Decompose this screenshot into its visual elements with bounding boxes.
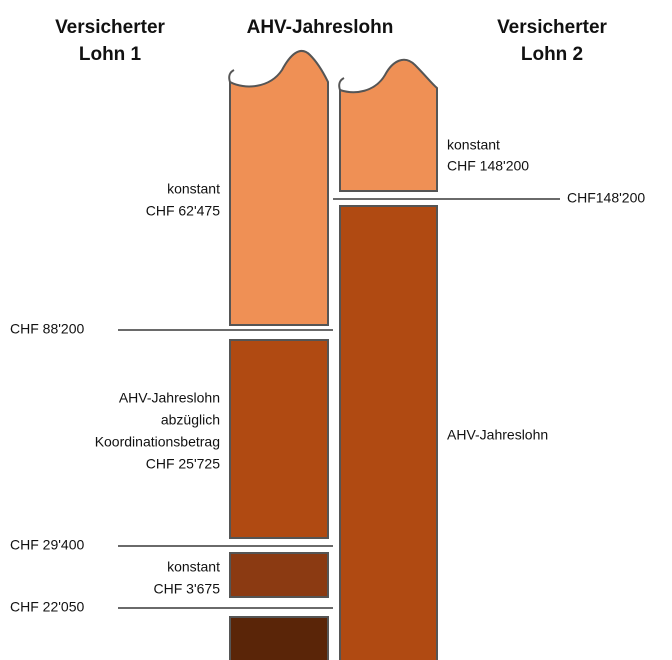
segment-label: AHV-Jahreslohn	[119, 390, 220, 406]
segment-label: AHV-Jahreslohn	[447, 427, 548, 443]
threshold-label: CHF 29'400	[10, 537, 84, 553]
segment-label: konstant	[167, 559, 220, 575]
threshold-label: CHF148'200	[567, 190, 645, 206]
segment-box	[229, 616, 329, 660]
box-edge	[228, 69, 235, 83]
header: AHV-Jahreslohn	[247, 17, 394, 38]
segment-label: abzüglich	[161, 412, 220, 428]
header: Lohn 1	[79, 44, 142, 65]
box-edge	[338, 77, 345, 91]
segment-box	[229, 50, 329, 326]
header: Versicherter	[497, 17, 607, 38]
segment-label: konstant	[167, 181, 220, 197]
header: Versicherter	[55, 17, 165, 38]
segment-box	[229, 552, 329, 598]
threshold-label: CHF 22'050	[10, 599, 84, 615]
segment-box	[339, 205, 438, 660]
segment-label: CHF 148'200	[447, 158, 529, 174]
segment-box	[339, 58, 438, 192]
segment-label: CHF 3'675	[154, 581, 221, 597]
header: Lohn 2	[521, 44, 583, 65]
segment-box	[229, 339, 329, 539]
segment-label: Koordinationsbetrag	[95, 434, 220, 450]
segment-label: konstant	[447, 137, 500, 153]
segment-label: CHF 25'725	[146, 456, 220, 472]
threshold-label: CHF 88'200	[10, 321, 84, 337]
segment-label: CHF 62'475	[146, 203, 220, 219]
